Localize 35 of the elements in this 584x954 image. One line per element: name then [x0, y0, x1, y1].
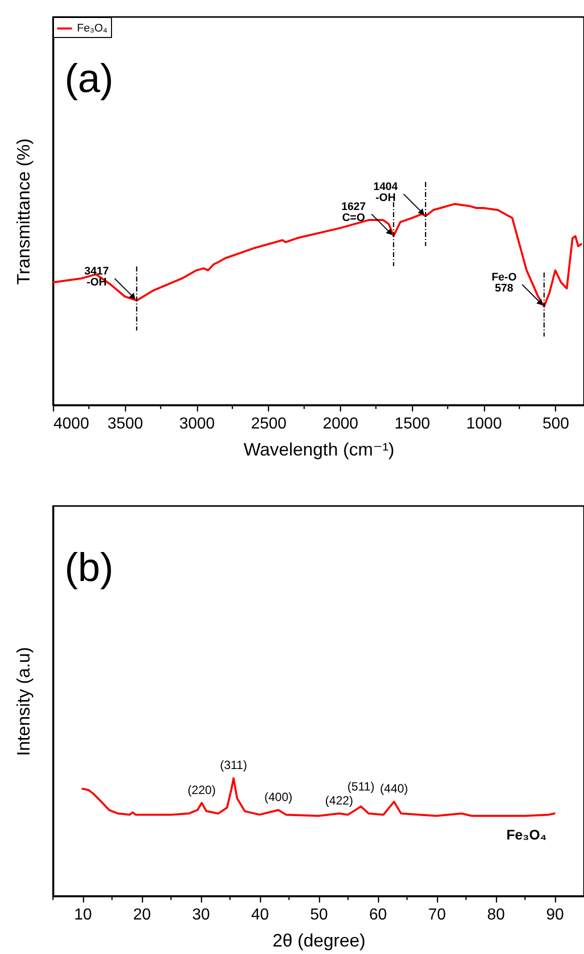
x-tick-label: 2000 — [322, 416, 358, 432]
x-tick-label: 3500 — [107, 416, 144, 432]
x-tick-label: 1500 — [394, 416, 430, 432]
x-tick-label: 70 — [428, 906, 446, 924]
x-tick-label: 1000 — [466, 416, 502, 432]
x-tick-label: 3000 — [179, 416, 215, 432]
x-tick-label: 90 — [546, 906, 564, 924]
annotation: (400) — [264, 790, 292, 804]
x-tick-label: 40 — [251, 906, 269, 924]
annotation: (422) — [325, 794, 354, 808]
x-tick-label: 2500 — [250, 416, 287, 432]
chart-title: (a) — [64, 57, 114, 101]
y-axis-title: Intensity (a.u) — [14, 646, 34, 756]
chart-title: (b) — [64, 546, 114, 590]
x-tick-label: 10 — [74, 906, 92, 924]
x-tick-label: 500 — [542, 416, 570, 432]
annotation: Fe-O 578 — [492, 271, 518, 294]
x-axis-title: Wavelength (cm⁻¹) — [244, 440, 394, 460]
x-tick-label: 60 — [369, 906, 387, 924]
x-tick-label: 4000 — [54, 416, 90, 432]
annotation: (311) — [220, 758, 248, 772]
legend-label: Fe₃O₄ — [77, 22, 108, 34]
x-tick-label: 30 — [192, 906, 210, 924]
annotation: 3417 -OH — [84, 265, 109, 288]
y-axis-title: Transmittance (%) — [14, 138, 34, 285]
x-tick-label: 80 — [487, 906, 505, 924]
x-tick-label: 50 — [310, 906, 328, 924]
annotation: (511) — [347, 780, 375, 794]
x-tick-label: 20 — [133, 906, 151, 924]
annotation: 1627 C=O — [341, 201, 366, 224]
annotation: (440) — [380, 782, 408, 796]
x-axis-title: 2θ (degree) — [272, 930, 366, 950]
annotation: 1404 -OH — [373, 181, 399, 204]
series-label: Fe₃O₄ — [506, 826, 547, 843]
annotation: (220) — [188, 782, 216, 797]
